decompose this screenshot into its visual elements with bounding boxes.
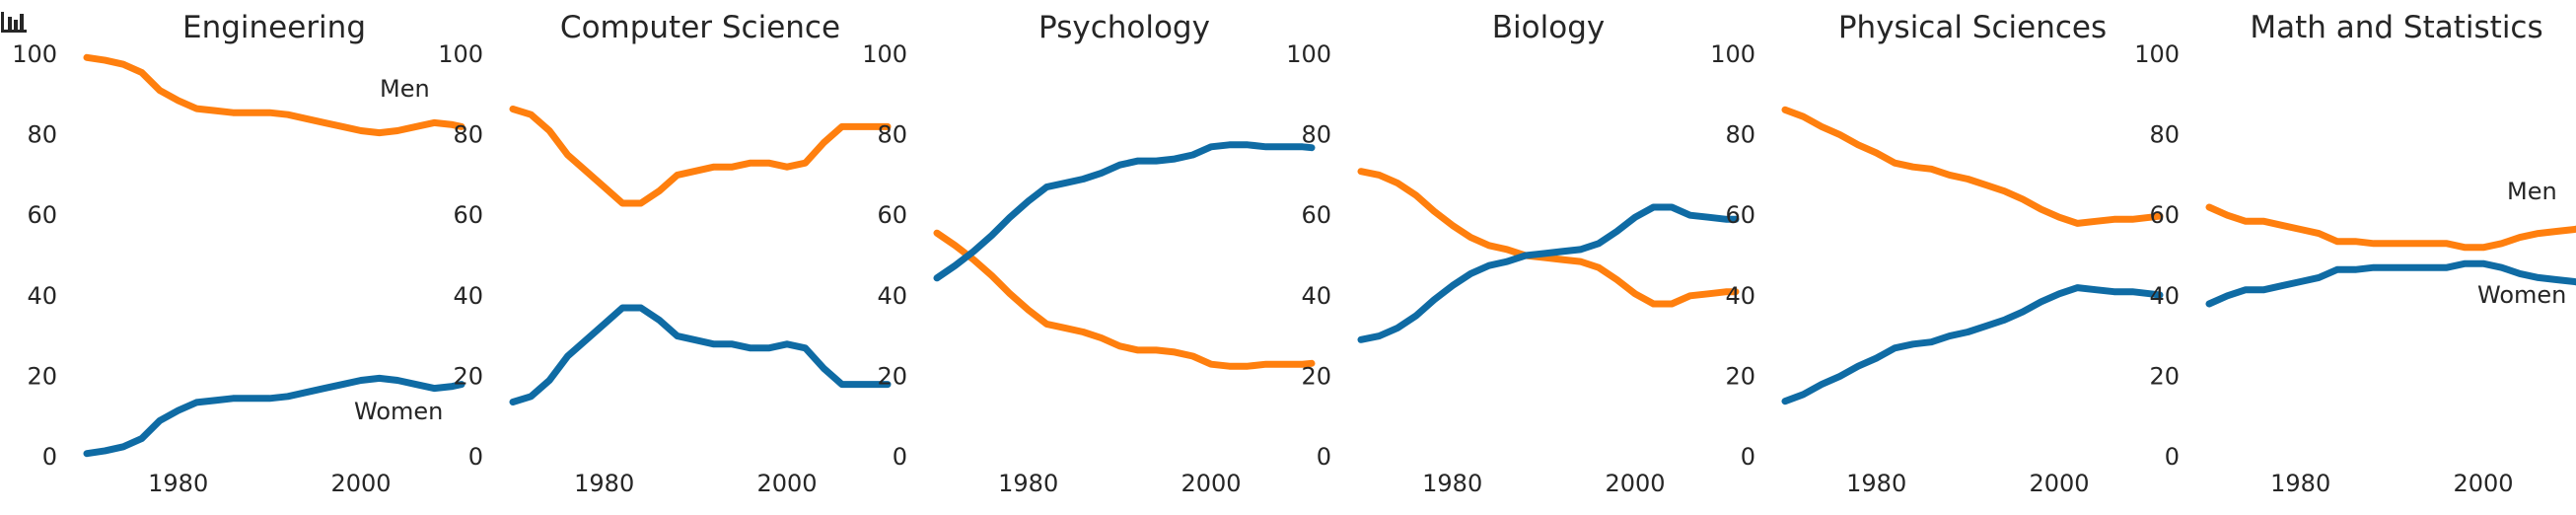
y-tick-label: 80 xyxy=(1301,121,1331,149)
series-annotation: Women xyxy=(2477,281,2566,309)
y-tick-label: 60 xyxy=(1301,201,1331,229)
y-tick-label: 20 xyxy=(453,362,483,390)
series-line-men xyxy=(2205,203,2576,252)
y-tick-label: 0 xyxy=(42,443,57,471)
y-tick-label: 80 xyxy=(2149,121,2180,149)
y-tick-label: 80 xyxy=(453,121,483,149)
x-tick-label: 2000 xyxy=(2030,470,2090,497)
y-tick-label: 20 xyxy=(2149,362,2180,390)
series-annotation: Women xyxy=(354,398,443,425)
y-tick-label: 20 xyxy=(877,362,907,390)
x-tick-label: 1980 xyxy=(2270,470,2330,497)
bar-chart-icon[interactable] xyxy=(0,8,28,36)
y-tick-label: 0 xyxy=(468,443,483,471)
x-tick-label: 1980 xyxy=(1422,470,1482,497)
y-tick-label: 100 xyxy=(12,40,57,68)
x-tick-label: 2000 xyxy=(1606,470,1666,497)
y-tick-label: 100 xyxy=(438,40,483,68)
series-line-women xyxy=(1357,203,1740,343)
x-tick-label: 1980 xyxy=(574,470,634,497)
series-line-men xyxy=(509,106,892,207)
y-tick-label: 80 xyxy=(27,121,57,149)
y-tick-label: 60 xyxy=(877,201,907,229)
y-tick-label: 60 xyxy=(2149,201,2180,229)
y-tick-label: 0 xyxy=(1317,443,1331,471)
series-line-women xyxy=(83,374,465,458)
chart-title: Computer Science xyxy=(560,10,840,45)
x-tick-label: 1980 xyxy=(1846,470,1906,497)
y-tick-label: 40 xyxy=(1301,282,1331,310)
x-tick-label: 2000 xyxy=(757,470,818,497)
y-tick-label: 80 xyxy=(877,121,907,149)
y-tick-label: 0 xyxy=(2165,443,2180,471)
y-tick-label: 60 xyxy=(453,201,483,229)
chart-title: Engineering xyxy=(182,10,366,45)
y-tick-label: 20 xyxy=(27,362,57,390)
series-line-men xyxy=(1781,106,2164,227)
y-tick-label: 60 xyxy=(1725,201,1755,229)
series-line-women xyxy=(2205,259,2576,308)
y-tick-label: 80 xyxy=(1725,121,1755,149)
y-tick-label: 40 xyxy=(877,282,907,310)
y-tick-label: 20 xyxy=(1301,362,1331,390)
y-tick-label: 40 xyxy=(1725,282,1755,310)
y-tick-label: 100 xyxy=(2134,40,2180,68)
chart-title: Biology xyxy=(1492,10,1605,45)
x-tick-label: 1980 xyxy=(148,470,208,497)
series-annotation: Men xyxy=(380,75,430,103)
y-tick-label: 0 xyxy=(1741,443,1755,471)
y-tick-label: 100 xyxy=(1286,40,1331,68)
series-annotation: Men xyxy=(2507,178,2557,205)
chart-title: Psychology xyxy=(1038,10,1210,45)
x-tick-label: 2000 xyxy=(2454,470,2514,497)
series-line-men xyxy=(1357,168,1740,308)
series-line-men xyxy=(933,229,1316,370)
y-tick-label: 100 xyxy=(862,40,907,68)
series-line-women xyxy=(1781,284,2164,405)
y-tick-label: 40 xyxy=(453,282,483,310)
chart-title: Math and Statistics xyxy=(2250,10,2542,45)
chart-title: Physical Sciences xyxy=(1838,10,2107,45)
x-tick-label: 2000 xyxy=(331,470,392,497)
x-tick-label: 2000 xyxy=(1181,470,1242,497)
series-line-men xyxy=(83,53,465,137)
y-tick-label: 40 xyxy=(27,282,57,310)
y-tick-label: 20 xyxy=(1725,362,1755,390)
series-line-women xyxy=(509,304,892,405)
y-tick-label: 100 xyxy=(1710,40,1755,68)
y-tick-label: 40 xyxy=(2149,282,2180,310)
x-tick-label: 1980 xyxy=(998,470,1058,497)
y-tick-label: 0 xyxy=(893,443,907,471)
y-tick-label: 60 xyxy=(27,201,57,229)
series-line-women xyxy=(933,141,1316,282)
